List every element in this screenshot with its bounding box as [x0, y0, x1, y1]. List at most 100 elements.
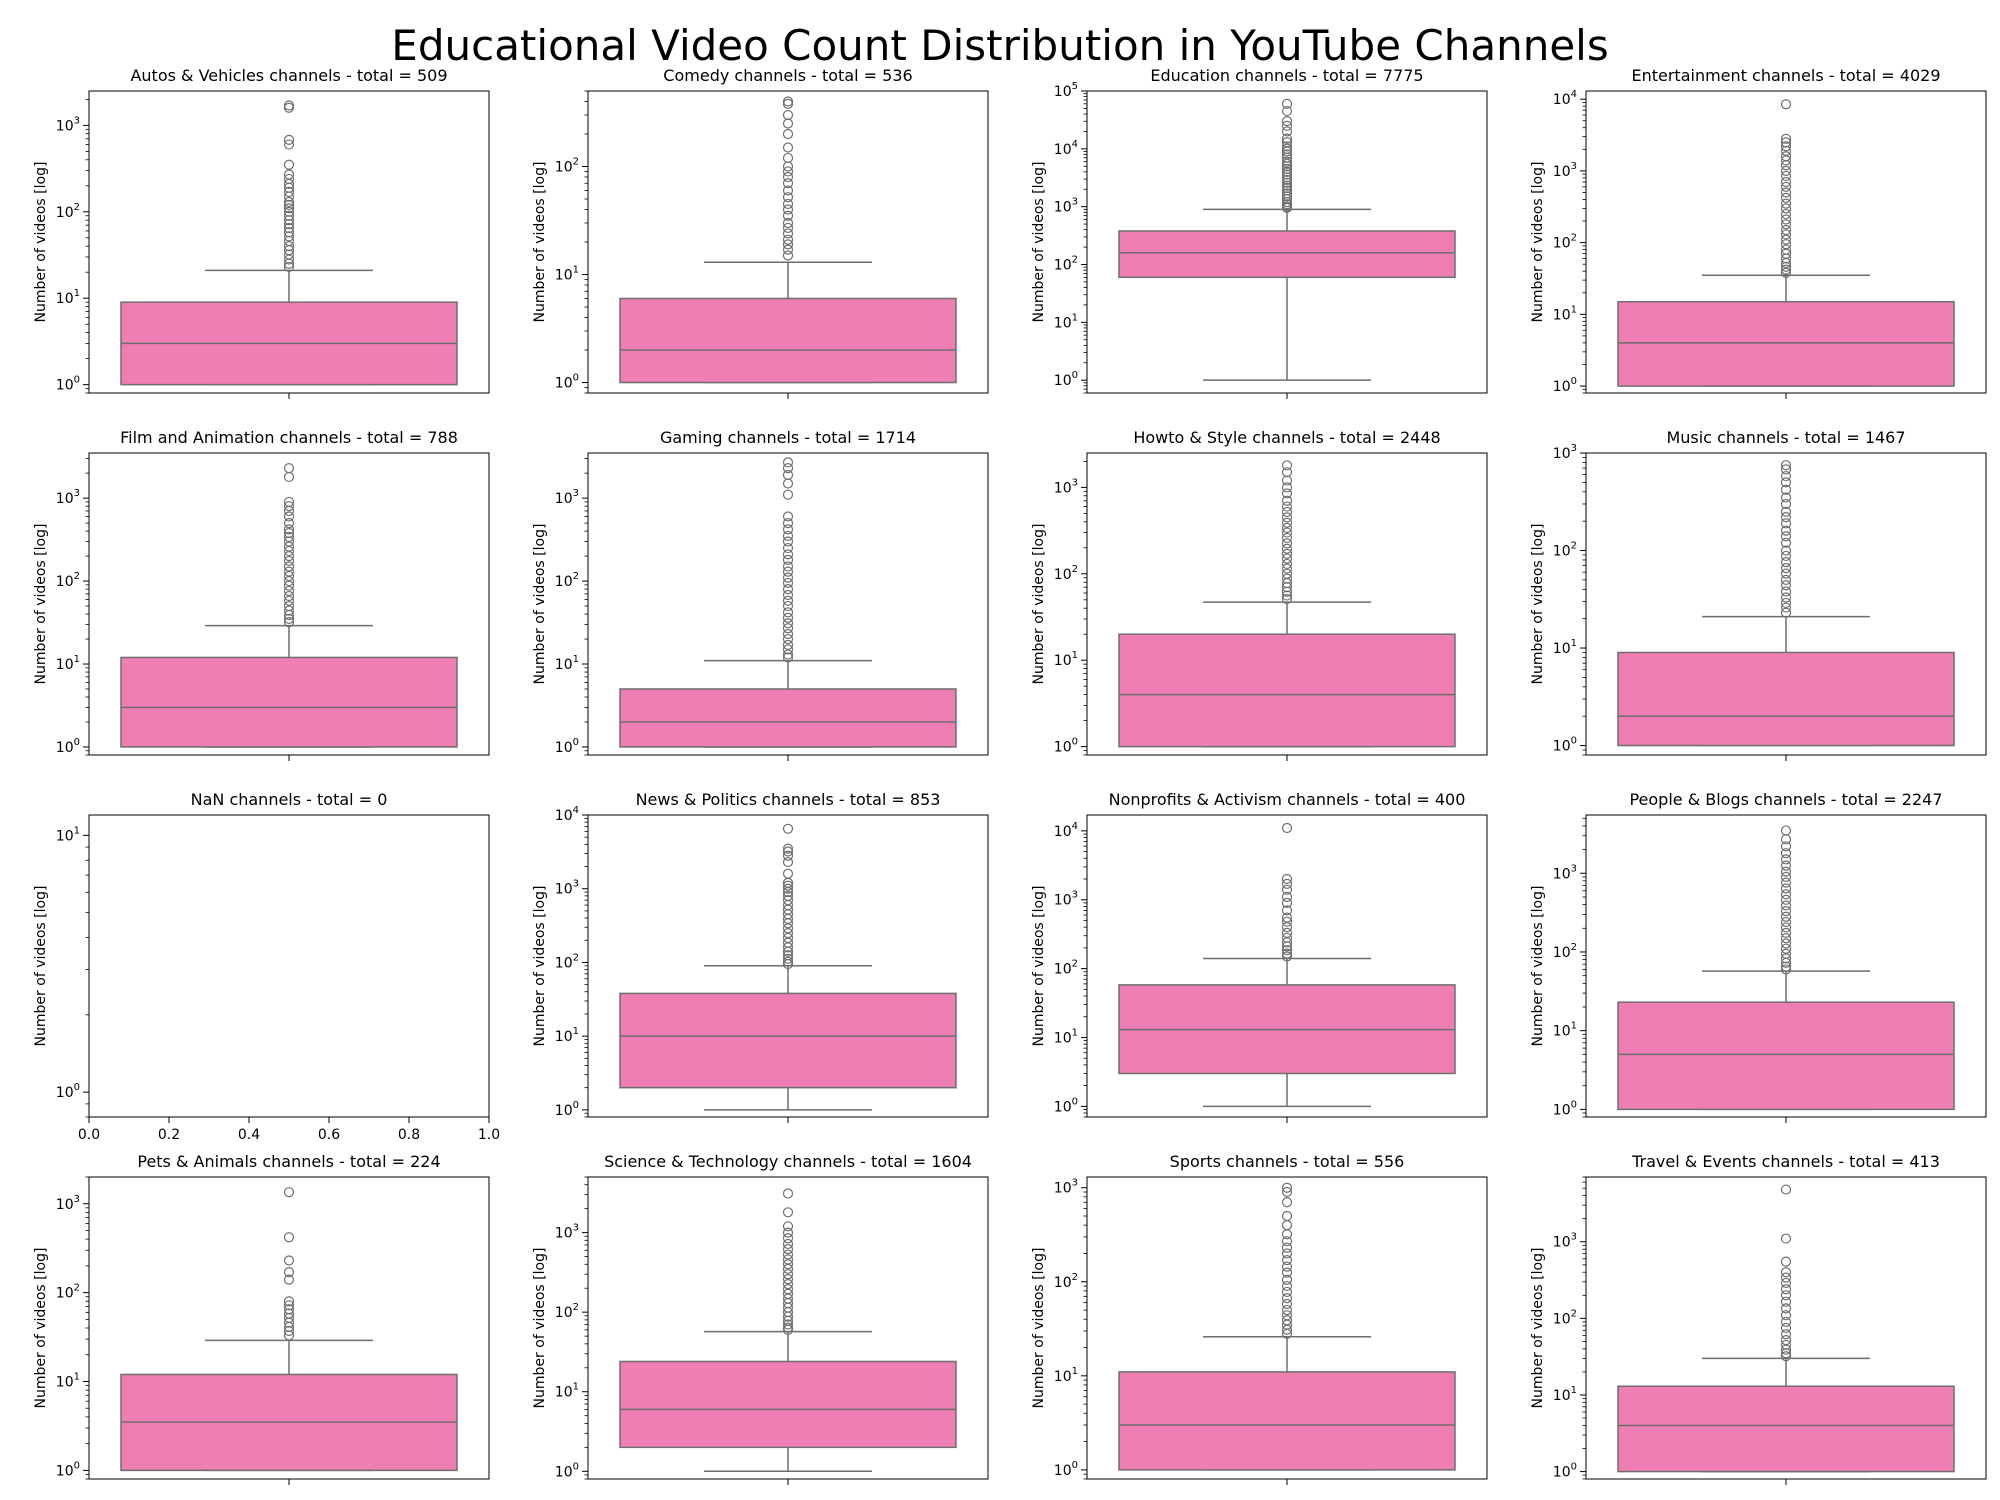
outlier-point [1281, 161, 1293, 172]
outlier-point [1780, 911, 1792, 922]
outlier-point [1281, 945, 1293, 956]
outlier-point [1281, 948, 1293, 959]
outlier-point [782, 1188, 794, 1199]
outlier-point [1281, 582, 1293, 593]
outlier-point [1281, 590, 1293, 601]
outlier-point [782, 118, 794, 129]
axes-frame [1086, 814, 1488, 1118]
y-axis-label: Number of videos [log] [1031, 162, 1047, 323]
outlier-point [1780, 187, 1792, 198]
y-tick-label: 102 [555, 157, 579, 176]
outlier-point [1281, 146, 1293, 157]
outlier-point [1281, 1293, 1293, 1304]
outlier-point [782, 1259, 794, 1270]
axes-frame [88, 814, 490, 1118]
outlier-point [1780, 1277, 1792, 1289]
outlier-point [1281, 1267, 1293, 1278]
outlier-point [283, 1330, 295, 1341]
axes-frame [1086, 1176, 1488, 1480]
subplot-13: Pets & Animals channels - total = 224 Num… [33, 1152, 490, 1485]
outlier-point [283, 605, 295, 616]
subplot-2: Comedy channels - total = 536 Number of v… [532, 66, 989, 399]
outlier-point [1780, 597, 1792, 609]
outlier-point [283, 1274, 295, 1285]
y-tick-label: 103 [555, 1223, 579, 1242]
outlier-point [1780, 537, 1792, 548]
outlier-point [1281, 133, 1293, 144]
y-axis-label: Number of videos [log] [33, 524, 49, 685]
y-tick-label: 101 [555, 654, 579, 673]
iqr-box [619, 297, 957, 384]
y-tick-label: 103 [1553, 443, 1577, 462]
y-tick-label: 101 [1054, 312, 1078, 331]
outlier-point [1780, 900, 1792, 911]
outlier-point [782, 868, 794, 879]
outlier-point [283, 261, 295, 273]
iqr-box [619, 992, 957, 1089]
y-tick-label: 101 [555, 1382, 579, 1401]
y-tick-label: 100 [56, 1460, 80, 1479]
outlier-point [1780, 464, 1792, 475]
axes-frame [587, 90, 989, 394]
outlier-point [1281, 1304, 1293, 1316]
outlier-point [782, 618, 794, 629]
y-tick-label: 100 [555, 737, 579, 756]
iqr-box [619, 688, 957, 748]
outlier-point [782, 572, 794, 583]
outlier-point [1281, 916, 1293, 927]
outlier-point [782, 524, 794, 535]
outlier-point [1281, 460, 1293, 471]
y-tick-label: 100 [1054, 1460, 1078, 1479]
outlier-point [1780, 1322, 1792, 1334]
y-tick-label: 100 [555, 373, 579, 392]
outlier-point [1780, 550, 1792, 562]
outlier-point [782, 942, 794, 953]
outlier-point [1281, 105, 1293, 117]
outlier-point [782, 217, 794, 229]
outlier-point [1281, 1220, 1293, 1231]
subplot-10: News & Politics channels - total = 853 Nu… [532, 790, 989, 1123]
y-tick-label: 101 [1553, 304, 1577, 323]
outlier-point [283, 1187, 295, 1198]
outlier-point [782, 649, 794, 660]
y-tick-label: 103 [555, 488, 579, 507]
outlier-point [782, 823, 794, 834]
outlier-point [782, 1207, 794, 1218]
outlier-point [283, 511, 295, 522]
outlier-point [1780, 477, 1792, 488]
outlier-point [283, 241, 295, 252]
outlier-point [1780, 825, 1792, 836]
subplot-title: Sports channels - total = 556 [1170, 1152, 1405, 1171]
y-tick-label: 100 [1054, 737, 1078, 756]
outlier-point [1780, 574, 1792, 585]
outlier-point [1281, 1210, 1293, 1222]
outlier-point [1281, 116, 1293, 127]
outlier-point [1780, 545, 1792, 556]
outlier-point [1281, 1197, 1293, 1208]
axes-frame [88, 1176, 490, 1480]
outlier-point [1780, 586, 1792, 597]
outlier-point [782, 554, 794, 565]
outlier-point [1281, 506, 1293, 518]
outlier-point [782, 958, 794, 970]
y-tick-label: 101 [1553, 638, 1577, 657]
iqr-box [1617, 1001, 1955, 1111]
outlier-point [1780, 1267, 1792, 1278]
outlier-point [283, 199, 295, 211]
figure-title: Educational Video Count Distribution in … [391, 21, 1608, 70]
outlier-point [1780, 889, 1792, 900]
outlier-point [1780, 871, 1792, 882]
outlier-point [283, 134, 295, 145]
outlier-point [1281, 166, 1293, 177]
outlier-point [782, 222, 794, 234]
y-tick-label: 103 [56, 115, 80, 134]
outlier-point [1780, 592, 1792, 603]
outlier-point [1281, 1274, 1293, 1285]
outlier-point [1780, 512, 1792, 523]
y-axis-label: Number of videos [log] [1530, 886, 1546, 1047]
iqr-box [1617, 1385, 1955, 1473]
y-tick-label: 102 [56, 571, 80, 590]
outlier-point [283, 222, 295, 234]
outlier-point [283, 231, 295, 242]
outlier-point [1780, 1339, 1792, 1351]
